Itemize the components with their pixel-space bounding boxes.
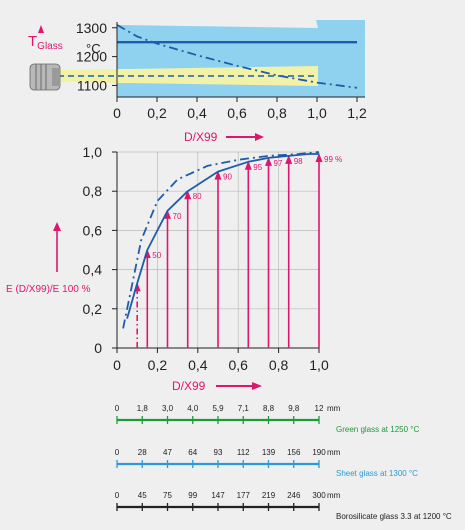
percent-label: 98 bbox=[294, 157, 303, 166]
scale-tick-label: 147 bbox=[211, 491, 225, 500]
main-y-tick-label: 0,6 bbox=[83, 222, 103, 238]
scale-tick-label: 7,1 bbox=[238, 404, 250, 413]
top-panel: 1300 1200 1100 0 0,2 0,4 0,6 0,8 1,0 1,2 TGlass °… bbox=[28, 20, 367, 144]
main-y-tick-label: 0,8 bbox=[83, 183, 103, 199]
top-plot: 1300 1200 1100 0 0,2 0,4 0,6 0,8 1,0 1,2 bbox=[76, 20, 367, 121]
scale-tick-label: 12 bbox=[315, 404, 324, 413]
percent-label: 97 bbox=[274, 159, 283, 168]
main-x-tick-label: 0,2 bbox=[148, 357, 168, 373]
main-y-tick-label: 0 bbox=[94, 340, 102, 356]
main-x-tick-label: 1,0 bbox=[309, 357, 329, 373]
top-x-tick-label: 1,2 bbox=[347, 105, 367, 121]
top-x-axis-label: D/X99 bbox=[184, 130, 218, 144]
scale-tick-label: 300 bbox=[312, 491, 326, 500]
top-x-tick-label: 1,0 bbox=[307, 105, 327, 121]
main-series-1 bbox=[126, 153, 319, 319]
scale-unit: mm bbox=[327, 491, 341, 500]
top-series-2 bbox=[116, 24, 358, 89]
scale-1: 0 1,8 3,0 4,0 5,9 7,1 8,8 9,8 12 mm Green glass at… bbox=[115, 404, 420, 434]
arrow-head-icon bbox=[315, 152, 323, 162]
y-axis-title-top: TGlass bbox=[28, 33, 63, 52]
arrow-head-icon bbox=[244, 160, 252, 170]
scale-unit: mm bbox=[327, 448, 341, 457]
scale-2: 0 28 47 64 93 112 139 156 190 mm Sheet glass at 13… bbox=[115, 448, 418, 478]
main-plot: 1,0 0,8 0,6 0,4 0,2 00 0,2 0,4 0,6 0,8 1,0 50 70 80 90… bbox=[83, 144, 343, 373]
scale-tick-label: 0 bbox=[115, 404, 120, 413]
arrow-head-icon bbox=[265, 156, 272, 166]
scale-tick-label: 99 bbox=[188, 491, 197, 500]
top-x-tick-label: 0,6 bbox=[227, 105, 247, 121]
percent-label: 50 bbox=[152, 251, 161, 260]
scale-tick-label: 246 bbox=[287, 491, 301, 500]
scale-tick-label: 93 bbox=[214, 448, 223, 457]
scale-unit: mm bbox=[327, 404, 341, 413]
scale-tick-label: 219 bbox=[262, 491, 276, 500]
t-glass-sub: Glass bbox=[37, 41, 63, 52]
t-glass-arrow-icon bbox=[38, 25, 44, 33]
top-x-tick-label: 0,2 bbox=[147, 105, 167, 121]
arrow-head-icon bbox=[164, 209, 171, 219]
main-y-arrow-head-icon bbox=[53, 222, 61, 231]
main-x-arrow-head-icon bbox=[252, 382, 262, 390]
main-x-axis-label: D/X99 bbox=[172, 379, 206, 393]
main-plot-bg bbox=[117, 152, 365, 348]
percent-label: 99 % bbox=[324, 155, 342, 164]
scale-3: 0 45 75 99 147 177 219 246 300 mm Borosilicate gla… bbox=[115, 491, 452, 521]
percent-label: 95 bbox=[253, 163, 262, 172]
scale-tick-label: 156 bbox=[287, 448, 301, 457]
scale-label: Sheet glass at 1300 °C bbox=[336, 469, 418, 478]
main-y-axis-label: E (D/X99)/E 100 % bbox=[6, 284, 91, 295]
main-x-tick-label: 0,8 bbox=[269, 357, 289, 373]
top-y-tick-label: 1200 bbox=[76, 49, 107, 65]
scale-tick-label: 1,8 bbox=[137, 404, 149, 413]
scale-tick-label: 28 bbox=[138, 448, 147, 457]
percent-label: 80 bbox=[193, 192, 202, 201]
main-x-tick-label: 0 bbox=[113, 357, 121, 373]
scale-tick-label: 3,0 bbox=[162, 404, 174, 413]
scale-tick-label: 0 bbox=[115, 448, 120, 457]
pyrometer-icon bbox=[29, 63, 61, 91]
scale-tick-label: 47 bbox=[163, 448, 172, 457]
scale-tick-label: 8,8 bbox=[263, 404, 275, 413]
main-y-tick-label: 0,2 bbox=[83, 301, 103, 317]
scale-tick-label: 0 bbox=[115, 491, 120, 500]
arrow-head-icon bbox=[214, 170, 222, 180]
scale-label: Borosilicate glass 3.3 at 1200 °C bbox=[336, 512, 452, 521]
main-series-2 bbox=[122, 151, 320, 329]
percent-label: 90 bbox=[223, 173, 232, 182]
percent-label: 70 bbox=[173, 212, 182, 221]
scale-tick-label: 45 bbox=[138, 491, 147, 500]
scale-tick-label: 177 bbox=[237, 491, 251, 500]
main-panel: 1,0 0,8 0,6 0,4 0,2 00 0,2 0,4 0,6 0,8 1,0 50 70 80 90… bbox=[6, 144, 365, 393]
scale-tick-label: 5,9 bbox=[212, 404, 224, 413]
scale-tick-label: 9,8 bbox=[288, 404, 300, 413]
scale-label: Green glass at 1250 °C bbox=[336, 425, 419, 434]
t-glass-main: T bbox=[28, 33, 37, 50]
scale-tick-label: 64 bbox=[188, 448, 197, 457]
scale-tick-label: 4,0 bbox=[187, 404, 199, 413]
main-x-tick-label: 0,6 bbox=[228, 357, 248, 373]
top-y-tick-label: 1300 bbox=[76, 20, 107, 36]
arrow-head-icon bbox=[184, 190, 192, 200]
main-x-axis-title: D/X99 bbox=[172, 379, 262, 393]
top-x-tick-label: 0,8 bbox=[267, 105, 287, 121]
scale-tick-label: 112 bbox=[237, 448, 250, 457]
scale-tick-label: 139 bbox=[262, 448, 276, 457]
glass-melt-area bbox=[117, 20, 365, 97]
top-y-tick-label: 1100 bbox=[77, 77, 107, 93]
top-x-tick-label: 0,4 bbox=[187, 105, 207, 121]
top-x-axis-title: D/X99 bbox=[184, 130, 264, 144]
scale-tick-label: 75 bbox=[163, 491, 172, 500]
top-x-tick-label: 0 bbox=[113, 105, 121, 121]
arrow-head-icon bbox=[285, 154, 293, 164]
main-y-tick-label: 1,0 bbox=[83, 144, 103, 160]
main-x-tick-label: 0,4 bbox=[188, 357, 208, 373]
main-y-tick-label: 0,4 bbox=[83, 262, 103, 278]
y-axis-unit-top: °C bbox=[86, 41, 101, 56]
top-x-arrow-head-icon bbox=[255, 133, 264, 141]
scale-tick-label: 190 bbox=[312, 448, 326, 457]
